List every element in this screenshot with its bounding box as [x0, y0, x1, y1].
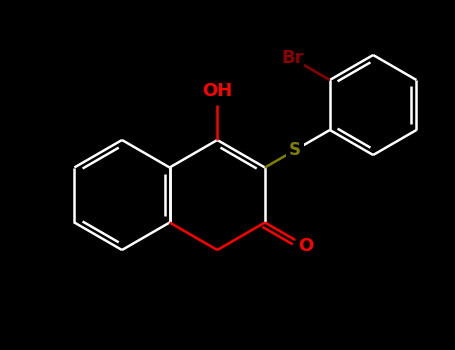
Text: O: O	[298, 237, 313, 255]
Text: OH: OH	[202, 82, 233, 100]
Text: S: S	[289, 141, 301, 159]
Text: Br: Br	[281, 49, 304, 68]
